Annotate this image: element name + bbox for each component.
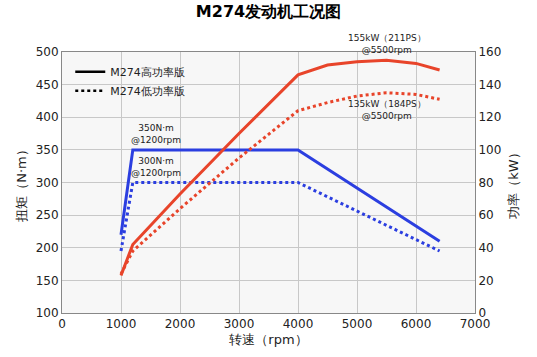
svg-text:60: 60 (478, 208, 493, 222)
svg-text:120: 120 (478, 110, 501, 124)
svg-text:7000: 7000 (460, 317, 491, 331)
svg-text:M274发动机工况图: M274发动机工况图 (196, 2, 341, 21)
svg-text:扭矩（N·m）: 扭矩（N·m） (14, 143, 29, 222)
svg-text:350: 350 (36, 143, 59, 157)
svg-text:0: 0 (478, 306, 486, 320)
svg-text:250: 250 (36, 208, 59, 222)
svg-text:20: 20 (478, 274, 493, 288)
svg-text:150: 150 (36, 274, 59, 288)
svg-text:功率（kW）: 功率（kW） (506, 146, 521, 218)
svg-text:450: 450 (36, 78, 59, 92)
svg-text:300N·m@1200rpm: 300N·m@1200rpm (131, 156, 181, 178)
svg-text:4000: 4000 (283, 317, 314, 331)
svg-text:1000: 1000 (106, 317, 137, 331)
svg-text:转速（rpm）: 转速（rpm） (229, 332, 307, 347)
svg-text:400: 400 (36, 110, 59, 124)
svg-text:2000: 2000 (165, 317, 196, 331)
svg-text:155kW（211PS）@5500rpm: 155kW（211PS）@5500rpm (348, 33, 426, 55)
svg-text:6000: 6000 (401, 317, 432, 331)
svg-text:140: 140 (478, 78, 501, 92)
svg-text:0: 0 (58, 317, 66, 331)
svg-text:3000: 3000 (224, 317, 255, 331)
svg-text:M274低功率版: M274低功率版 (110, 85, 185, 98)
svg-text:80: 80 (478, 176, 493, 190)
svg-text:100: 100 (478, 143, 501, 157)
svg-text:5000: 5000 (342, 317, 373, 331)
svg-text:135kW（184PS）@5500rpm: 135kW（184PS）@5500rpm (348, 99, 426, 121)
svg-text:300: 300 (36, 176, 59, 190)
svg-text:350N·m@1200rpm: 350N·m@1200rpm (131, 123, 181, 145)
svg-text:100: 100 (36, 306, 59, 320)
svg-text:40: 40 (478, 241, 493, 255)
svg-text:500: 500 (36, 45, 59, 59)
svg-text:200: 200 (36, 241, 59, 255)
svg-text:160: 160 (478, 45, 501, 59)
svg-text:M274高功率版: M274高功率版 (110, 66, 185, 79)
